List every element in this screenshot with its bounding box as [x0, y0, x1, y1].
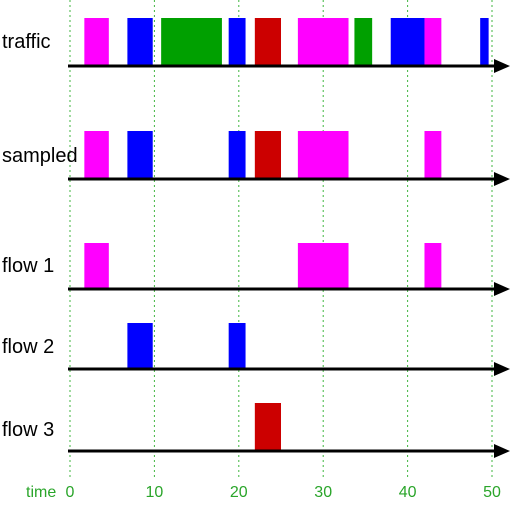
segment-traffic-3	[161, 18, 222, 66]
segment-traffic-2	[127, 18, 153, 66]
row-label-flow-1: flow 1	[2, 255, 54, 277]
tick-label-30: 30	[314, 484, 332, 501]
segment-flow-3-1	[254, 403, 281, 451]
arrow-head-traffic	[494, 59, 510, 73]
time-axis-label: time	[26, 484, 56, 501]
time-axis: time 0 10 20 30 40 50	[26, 484, 501, 501]
segment-traffic-4	[228, 18, 246, 66]
arrow-head-flow-1	[494, 282, 510, 296]
segment-traffic-5	[254, 18, 281, 66]
tick-label-50: 50	[483, 484, 501, 501]
segment-flow-2-1	[127, 323, 153, 369]
segment-flow-1-1	[84, 243, 109, 289]
row-label-traffic: traffic	[2, 31, 51, 53]
tick-label-10: 10	[146, 484, 164, 501]
tick-label-20: 20	[230, 484, 248, 501]
row-label-sampled: sampled	[2, 145, 78, 167]
segment-flow-1-2	[297, 243, 349, 289]
row-axes	[68, 59, 510, 458]
segment-sampled-2	[127, 131, 153, 179]
row-label-flow-3: flow 3	[2, 419, 54, 441]
row-label-flow-2: flow 2	[2, 336, 54, 358]
segment-sampled-4	[254, 131, 281, 179]
segment-traffic-9	[424, 18, 442, 66]
segment-traffic-1	[84, 18, 109, 66]
segment-sampled-1	[84, 131, 109, 179]
segment-sampled-5	[297, 131, 349, 179]
tick-label-40: 40	[399, 484, 417, 501]
segment-flow-2-2	[228, 323, 246, 369]
segment-flow-1-3	[424, 243, 442, 289]
segments	[84, 18, 489, 451]
segment-traffic-6	[297, 18, 349, 66]
arrow-head-sampled	[494, 172, 510, 186]
segment-traffic-7	[354, 18, 373, 66]
segment-sampled-3	[228, 131, 246, 179]
row-labels: traffic sampled flow 1 flow 2 flow 3	[2, 31, 78, 441]
arrow-head-flow-3	[494, 444, 510, 458]
segment-traffic-8	[390, 18, 425, 66]
segment-traffic-10	[480, 18, 489, 66]
segment-sampled-6	[424, 131, 442, 179]
arrow-head-flow-2	[494, 362, 510, 376]
tick-label-0: 0	[66, 484, 75, 501]
